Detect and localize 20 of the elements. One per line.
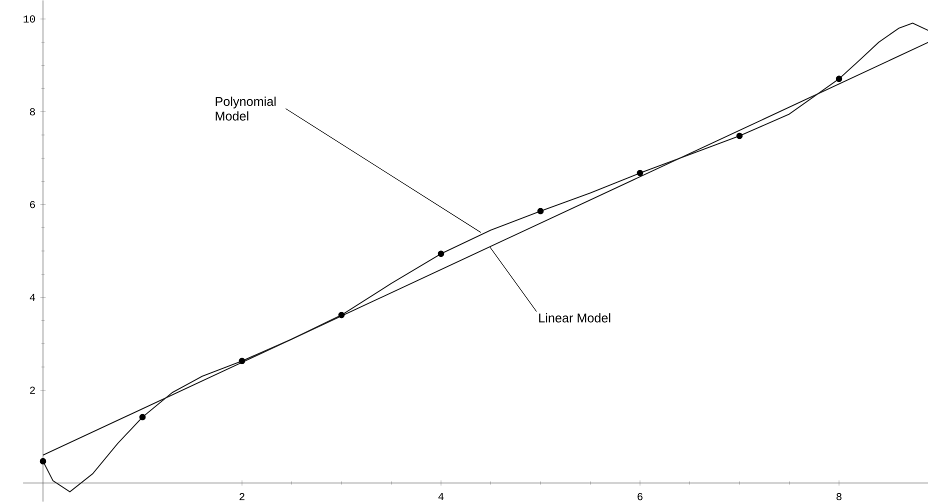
y-tick-label: 8: [30, 108, 35, 116]
annotation: Linear Model: [539, 313, 610, 322]
point: [338, 312, 345, 318]
x-tick-label: 2: [240, 493, 244, 500]
annotation: Polynomial Model: [216, 96, 276, 121]
x-tick-label: 6: [638, 493, 643, 500]
point: [537, 208, 544, 214]
point: [736, 132, 743, 140]
x-tick-label: 4: [438, 493, 444, 500]
point: [438, 250, 444, 257]
x-tick-label: 8: [836, 493, 842, 500]
y-tick-label: 6: [30, 200, 35, 208]
point: [40, 458, 46, 464]
point: [636, 170, 644, 176]
y-tick-label: 4: [30, 294, 36, 301]
point: [238, 358, 246, 364]
y-tick-label: 10: [24, 15, 35, 23]
y-tick-label: 2: [30, 386, 35, 394]
point: [836, 76, 842, 82]
point: [139, 414, 146, 420]
